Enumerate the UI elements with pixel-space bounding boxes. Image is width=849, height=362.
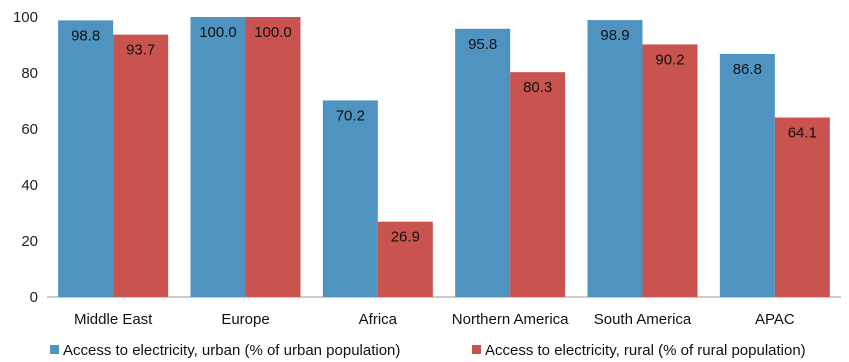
bar-urban xyxy=(190,17,246,297)
x-category-label: APAC xyxy=(755,311,795,328)
y-axis: 0 20 40 60 80 100 xyxy=(13,9,841,306)
bar-rural xyxy=(510,72,566,297)
legend-label: Access to electricity, urban (% of urban… xyxy=(63,342,400,359)
data-label: 100.0 xyxy=(199,24,237,41)
bar-urban xyxy=(719,53,775,298)
y-tick-label: 80 xyxy=(21,65,38,82)
bar-urban xyxy=(322,100,378,297)
bar-urban xyxy=(587,20,643,298)
bar-rural xyxy=(113,34,169,297)
data-label: 64.1 xyxy=(788,125,817,142)
x-category-label: Middle East xyxy=(74,311,153,328)
bar-urban xyxy=(58,20,114,298)
data-label: 93.7 xyxy=(126,42,155,59)
bars xyxy=(58,17,830,298)
legend-swatch xyxy=(50,345,59,354)
data-label: 98.9 xyxy=(600,27,629,44)
legend: Access to electricity, urban (% of urban… xyxy=(50,342,806,359)
y-tick-label: 60 xyxy=(21,121,38,138)
data-label: 80.3 xyxy=(523,79,552,96)
bar-rural xyxy=(642,44,698,297)
y-tick-label: 100 xyxy=(13,9,38,26)
data-label: 86.8 xyxy=(733,61,762,78)
legend-swatch xyxy=(472,345,481,354)
y-tick-label: 20 xyxy=(21,233,38,250)
data-label: 100.0 xyxy=(254,24,292,41)
bar-rural xyxy=(774,117,830,298)
data-label: 70.2 xyxy=(336,107,365,124)
y-tick-label: 40 xyxy=(21,177,38,194)
x-category-label: Northern America xyxy=(452,311,569,328)
y-tick-label: 0 xyxy=(30,289,38,306)
x-category-label: Europe xyxy=(221,311,269,328)
data-label: 95.8 xyxy=(468,36,497,53)
x-category-label: South America xyxy=(594,311,692,328)
bar-rural xyxy=(377,221,433,297)
data-label: 90.2 xyxy=(655,51,684,68)
data-label: 98.8 xyxy=(71,27,100,44)
bar-rural xyxy=(245,17,301,297)
x-category-label: Africa xyxy=(359,311,398,328)
data-labels: 98.8 100.0 70.2 95.8 98.9 86.8 93.7 100.0 26.9 80… xyxy=(71,24,817,246)
data-label: 26.9 xyxy=(391,229,420,246)
legend-label: Access to electricity, rural (% of rural… xyxy=(485,342,806,359)
category-labels: Middle East Europe Africa Northern America S… xyxy=(74,311,795,328)
bar-urban xyxy=(455,28,511,297)
